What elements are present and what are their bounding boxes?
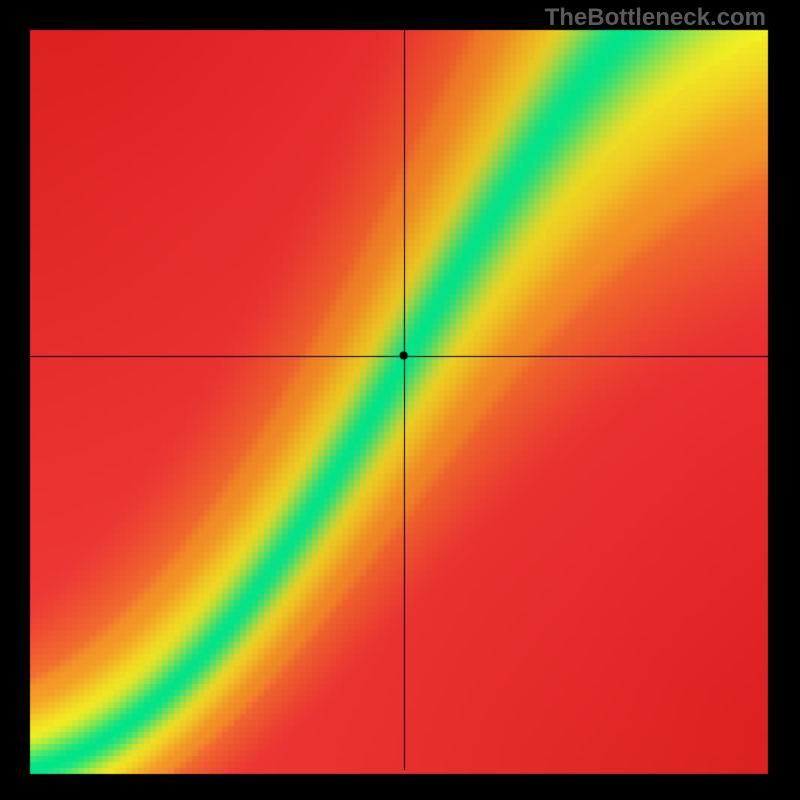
bottleneck-heatmap-canvas: [0, 0, 800, 800]
chart-container: TheBottleneck.com: [0, 0, 800, 800]
